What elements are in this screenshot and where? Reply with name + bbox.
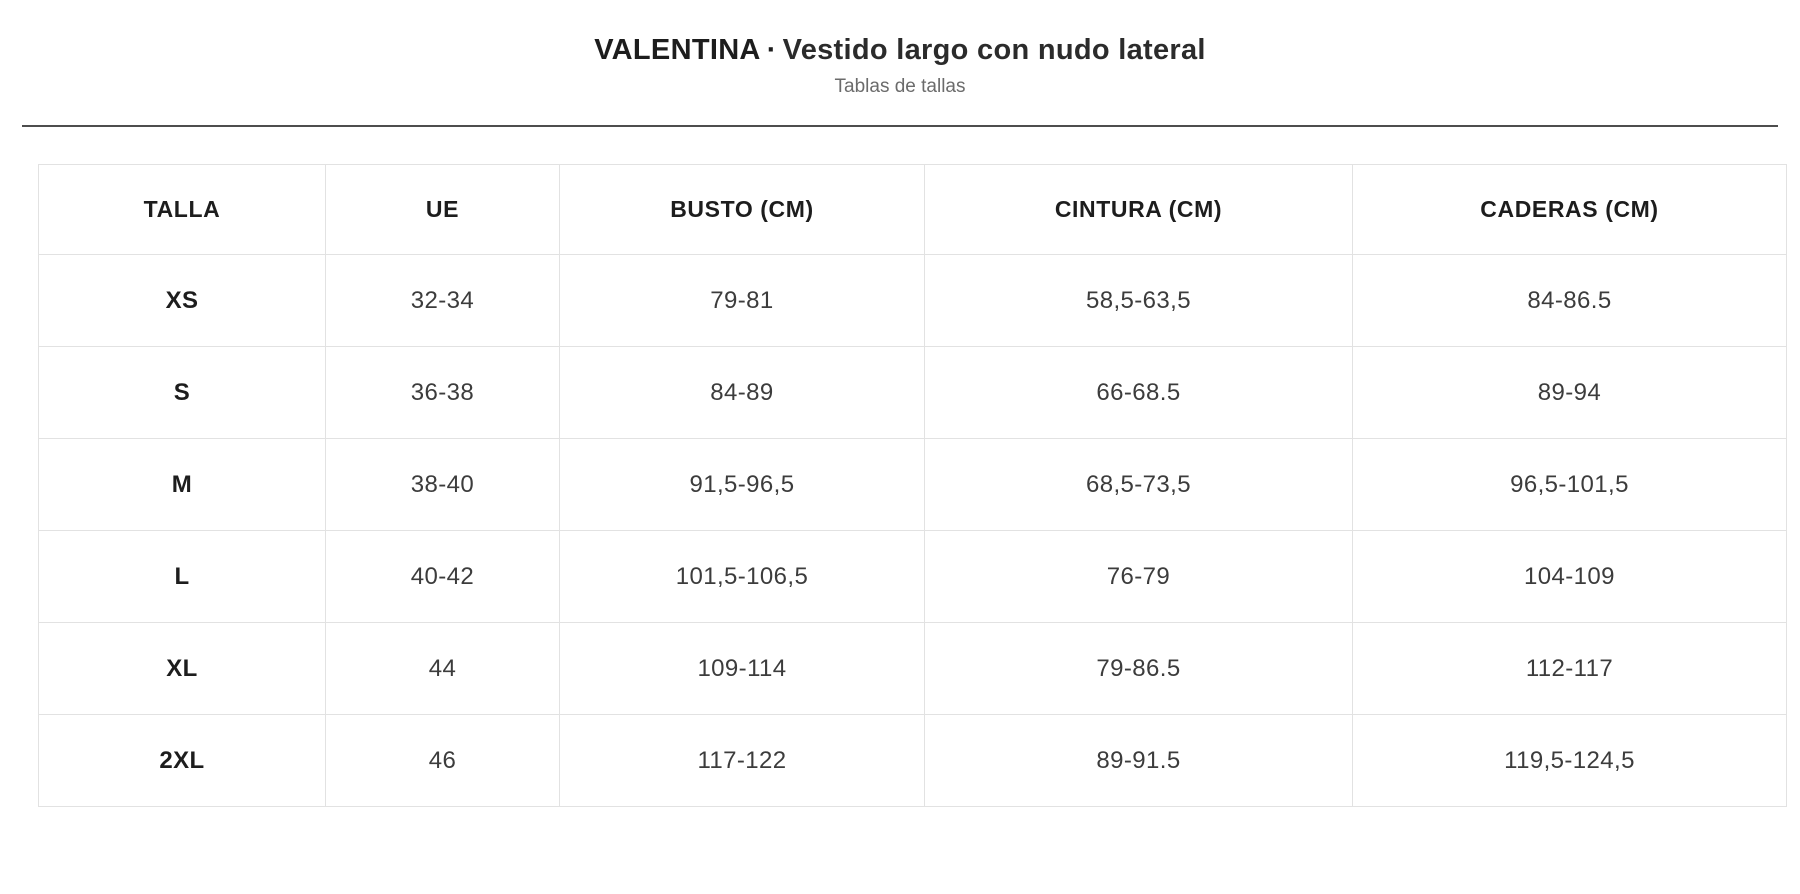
size-label: S: [38, 346, 326, 439]
cell-busto: 84-89: [559, 346, 925, 439]
cell-caderas: 89-94: [1352, 346, 1787, 439]
cell-busto: 109-114: [559, 622, 925, 715]
cell-cintura: 58,5-63,5: [924, 254, 1353, 347]
product-name: Vestido largo con nudo lateral: [782, 34, 1206, 66]
page-header: VALENTINA · Vestido largo con nudo lateral…: [0, 0, 1800, 99]
cell-caderas: 112-117: [1352, 622, 1787, 715]
size-label: L: [38, 530, 326, 623]
cell-ue: 46: [325, 714, 560, 807]
cell-ue: 38-40: [325, 438, 560, 531]
cell-caderas: 119,5-124,5: [1352, 714, 1787, 807]
cell-busto: 79-81: [559, 254, 925, 347]
cell-cintura: 89-91.5: [924, 714, 1353, 807]
cell-cintura: 76-79: [924, 530, 1353, 623]
column-header-busto: BUSTO (CM): [559, 164, 925, 255]
cell-cintura: 66-68.5: [924, 346, 1353, 439]
size-label: M: [38, 438, 326, 531]
size-label: XS: [38, 254, 326, 347]
table-row-2xl: 2XL 46 117-122 89-91.5 119,5-124,5: [38, 714, 1787, 807]
header-divider: [22, 125, 1778, 127]
cell-ue: 36-38: [325, 346, 560, 439]
column-header-cintura: CINTURA (CM): [924, 164, 1353, 255]
cell-ue: 32-34: [325, 254, 560, 347]
column-header-talla: TALLA: [38, 164, 326, 255]
table-row-s: S 36-38 84-89 66-68.5 89-94: [38, 346, 1787, 439]
cell-caderas: 96,5-101,5: [1352, 438, 1787, 531]
column-header-ue: UE: [325, 164, 560, 255]
cell-ue: 44: [325, 622, 560, 715]
table-row-xs: XS 32-34 79-81 58,5-63,5 84-86.5: [38, 254, 1787, 347]
cell-caderas: 84-86.5: [1352, 254, 1787, 347]
table-row-xl: XL 44 109-114 79-86.5 112-117: [38, 622, 1787, 715]
cell-caderas: 104-109: [1352, 530, 1787, 623]
cell-busto: 101,5-106,5: [559, 530, 925, 623]
table-header-row: TALLA UE BUSTO (CM) CINTURA (CM) CADERAS…: [38, 164, 1787, 255]
brand-name: VALENTINA: [594, 34, 761, 66]
table-row-m: M 38-40 91,5-96,5 68,5-73,5 96,5-101,5: [38, 438, 1787, 531]
cell-cintura: 68,5-73,5: [924, 438, 1353, 531]
title-separator: ·: [766, 34, 777, 66]
size-label: 2XL: [38, 714, 326, 807]
cell-cintura: 79-86.5: [924, 622, 1353, 715]
page-title: VALENTINA · Vestido largo con nudo lateral: [0, 32, 1800, 68]
size-label: XL: [38, 622, 326, 715]
column-header-caderas: CADERAS (CM): [1352, 164, 1787, 255]
page-subtitle: Tablas de tallas: [834, 76, 966, 97]
size-table: TALLA UE BUSTO (CM) CINTURA (CM) CADERAS…: [38, 164, 1787, 807]
cell-busto: 91,5-96,5: [559, 438, 925, 531]
cell-busto: 117-122: [559, 714, 925, 807]
table-row-l: L 40-42 101,5-106,5 76-79 104-109: [38, 530, 1787, 623]
cell-ue: 40-42: [325, 530, 560, 623]
